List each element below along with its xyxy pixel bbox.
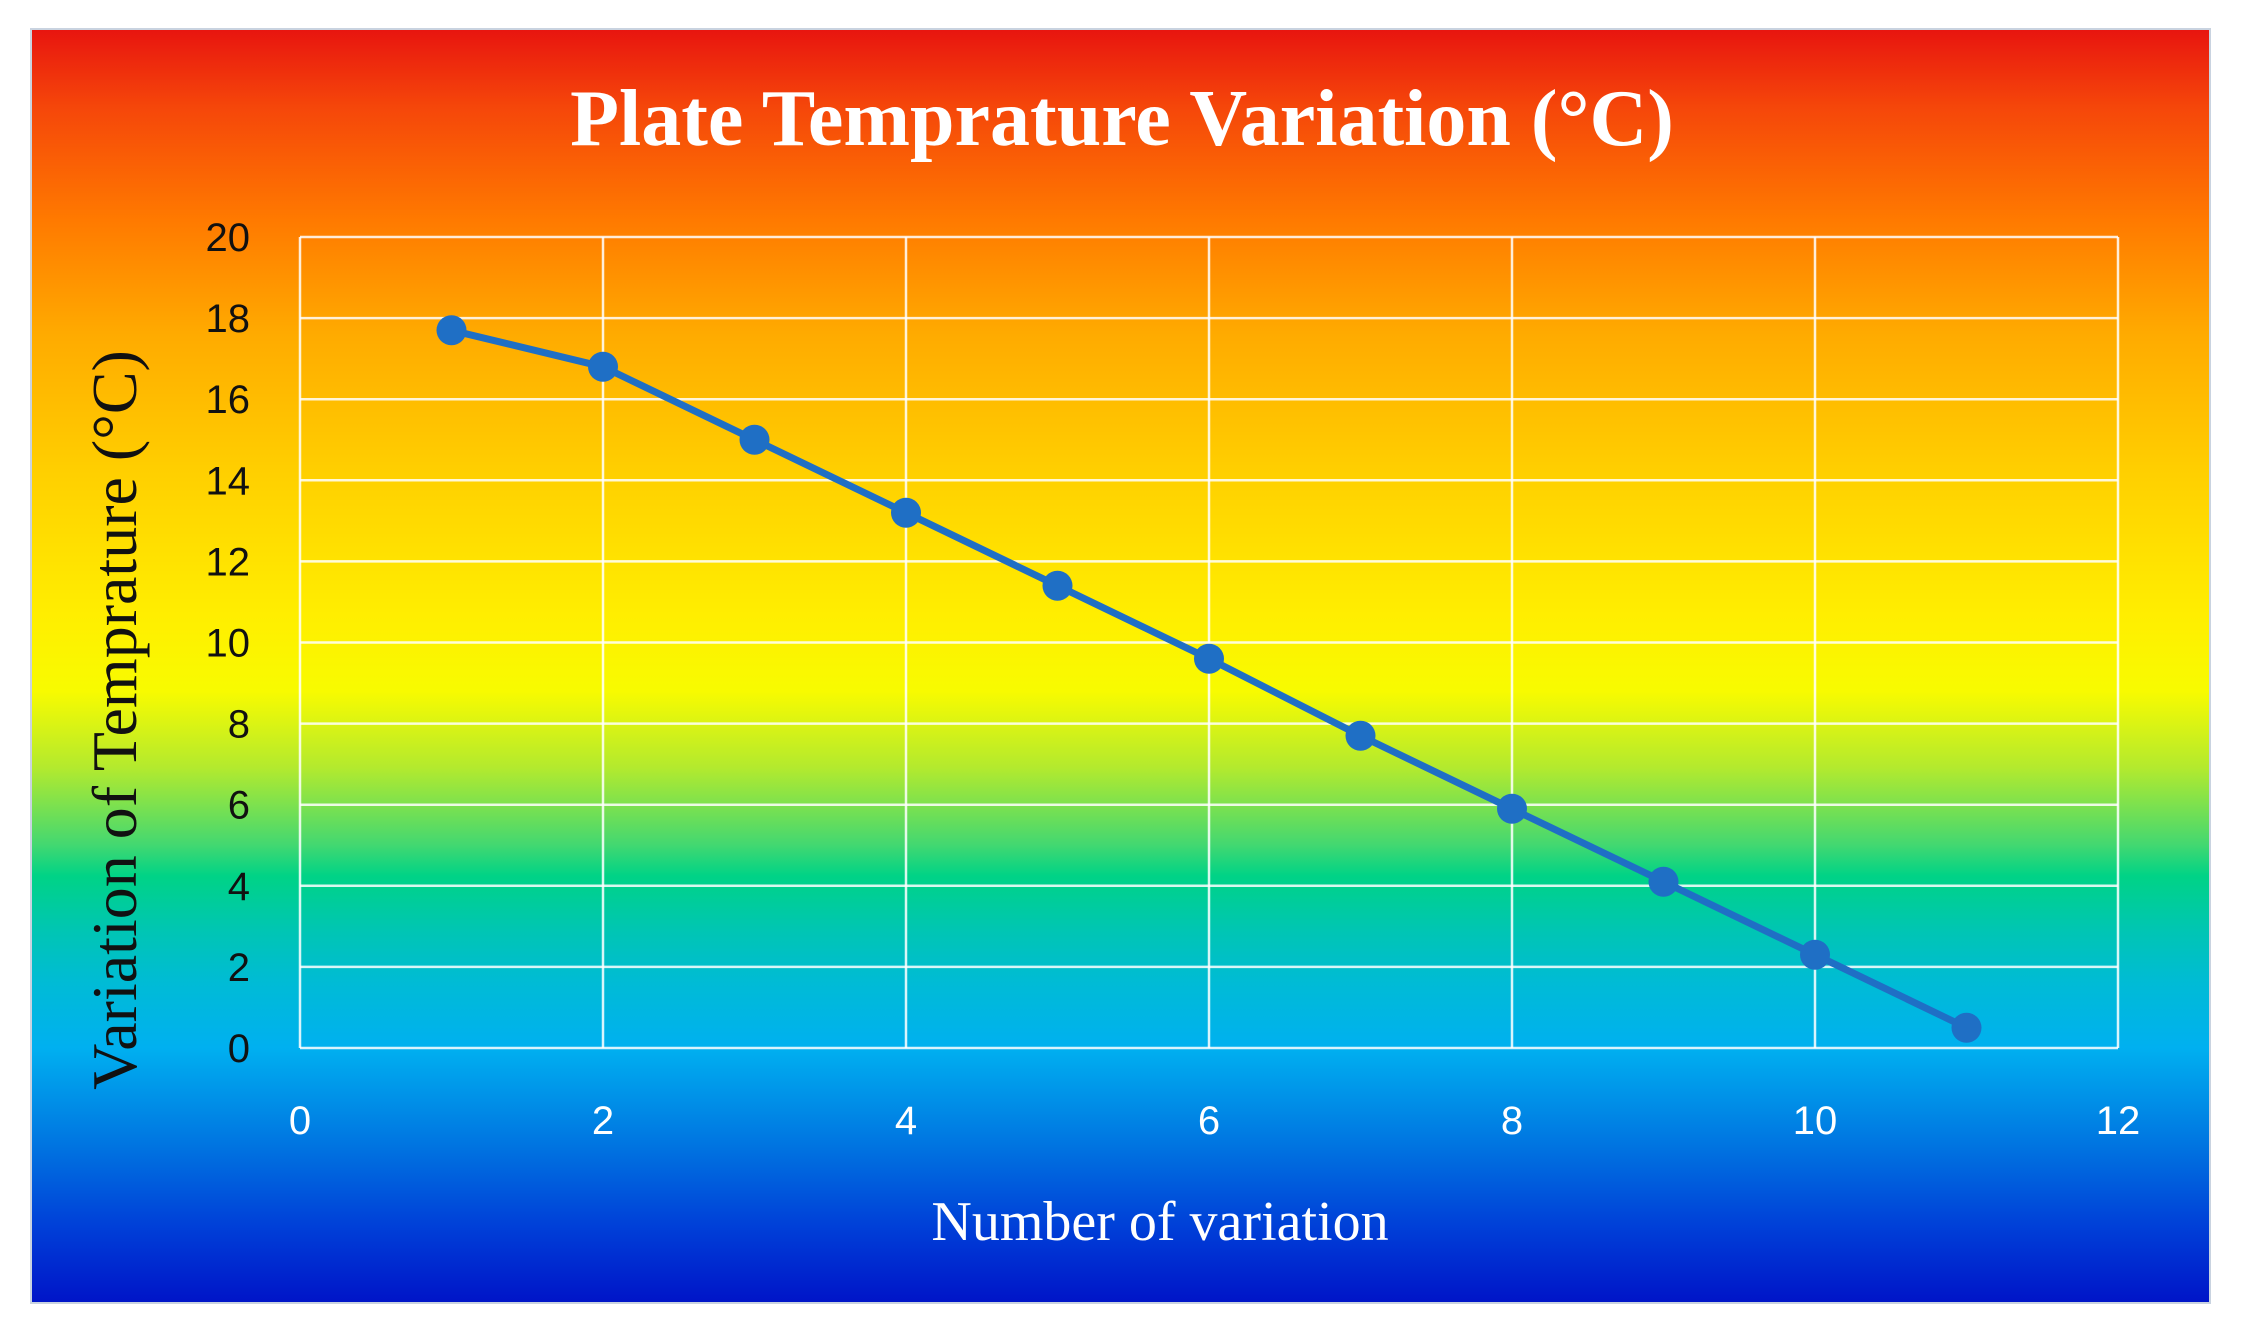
x-tick-label: 10 bbox=[1793, 1099, 1838, 1143]
data-point bbox=[1951, 1012, 1982, 1043]
y-tick-label: 14 bbox=[206, 459, 251, 503]
data-point bbox=[1648, 866, 1679, 897]
chart-title: Plate Temprature Variation (°C) bbox=[570, 75, 1674, 163]
y-tick-label: 4 bbox=[228, 865, 250, 909]
data-point bbox=[1345, 720, 1376, 751]
x-tick-label: 2 bbox=[592, 1099, 614, 1143]
y-tick-label: 0 bbox=[228, 1027, 250, 1071]
y-tick-label: 6 bbox=[228, 784, 250, 828]
data-series bbox=[436, 315, 1982, 1043]
x-tick-label: 8 bbox=[1501, 1099, 1523, 1143]
y-axis-tick-labels: 0 2 4 6 8 10 12 14 16 18 20 bbox=[206, 216, 251, 1071]
y-tick-label: 20 bbox=[206, 216, 251, 260]
x-tick-label: 0 bbox=[289, 1099, 311, 1143]
chart-background bbox=[30, 28, 2211, 1304]
data-point bbox=[1042, 570, 1073, 601]
y-tick-label: 12 bbox=[206, 540, 251, 584]
grid-lines bbox=[298, 235, 2120, 1050]
x-tick-label: 12 bbox=[2096, 1099, 2141, 1143]
y-tick-label: 16 bbox=[206, 378, 251, 422]
x-tick-label: 4 bbox=[895, 1099, 917, 1143]
y-tick-label: 2 bbox=[228, 946, 250, 990]
x-tick-label: 6 bbox=[1198, 1099, 1220, 1143]
y-axis-label: Variation of Temprature (°C) bbox=[79, 350, 150, 1090]
data-point bbox=[739, 424, 770, 455]
y-tick-label: 8 bbox=[228, 703, 250, 747]
data-point bbox=[1194, 643, 1224, 674]
x-axis-tick-labels: 0 2 4 6 8 10 12 bbox=[289, 1099, 2140, 1143]
data-point bbox=[1497, 793, 1527, 824]
x-axis-label: Number of variation bbox=[931, 1191, 1388, 1253]
data-point bbox=[588, 351, 618, 382]
data-point bbox=[436, 315, 467, 346]
data-point bbox=[1800, 939, 1830, 970]
y-tick-label: 10 bbox=[206, 622, 251, 666]
y-tick-label: 18 bbox=[206, 297, 251, 341]
data-point bbox=[891, 497, 921, 528]
